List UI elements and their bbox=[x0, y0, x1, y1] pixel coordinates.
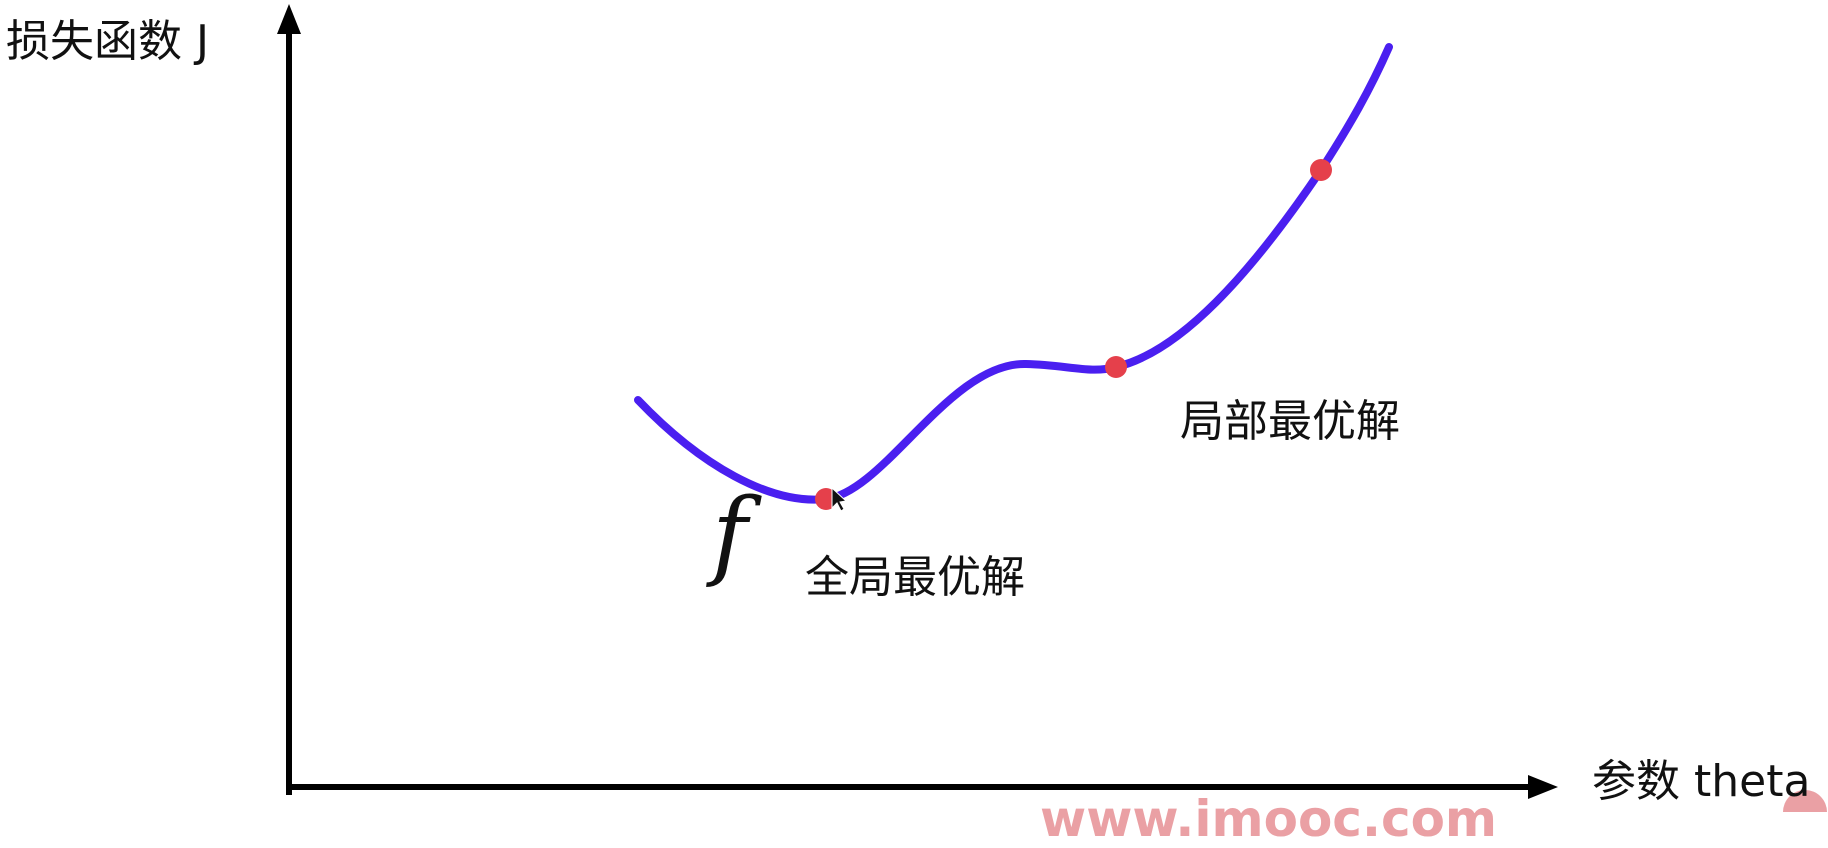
local-minimum-point bbox=[1105, 356, 1127, 378]
y-axis-arrow bbox=[277, 4, 301, 34]
global-optimum-label: 全局最优解 bbox=[805, 552, 1025, 603]
local-optimum-label: 局部最优解 bbox=[1180, 396, 1400, 447]
watermark-logo-icon bbox=[1783, 790, 1827, 812]
watermark: www.imooc.com bbox=[1040, 790, 1498, 848]
y-axis-label: 损失函数 J bbox=[6, 16, 209, 67]
x-axis-arrow bbox=[1528, 775, 1558, 799]
function-label: f bbox=[712, 478, 748, 590]
mouse-cursor-icon bbox=[831, 486, 848, 512]
slope-point bbox=[1310, 159, 1332, 181]
x-axis-label: 参数 theta bbox=[1592, 756, 1811, 807]
loss-curve-diagram bbox=[277, 4, 1827, 812]
